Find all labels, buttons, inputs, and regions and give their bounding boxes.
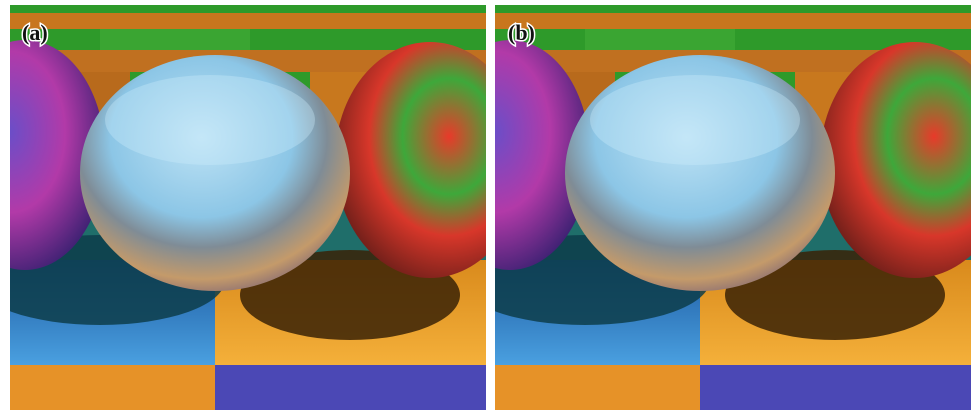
rendered-image-b — [430, 5, 972, 410]
figure: (a) (b) — [0, 0, 972, 413]
page: {"panels": [{"label": "(a)"}, {"label": … — [0, 0, 972, 413]
panel-label: (a) — [22, 20, 48, 45]
panel-label: (b) — [508, 20, 535, 45]
rendered-image-a — [0, 5, 525, 410]
